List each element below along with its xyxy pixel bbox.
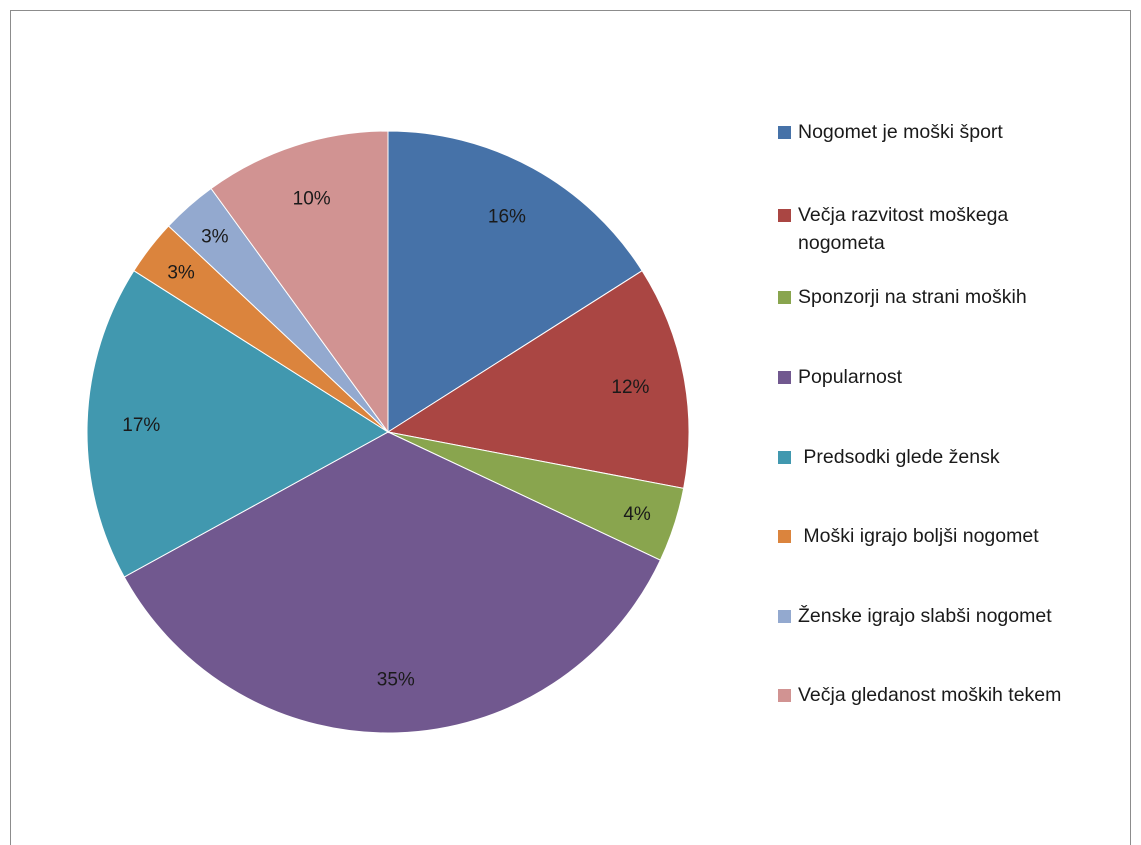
legend-label: Nogomet je moški šport: [798, 121, 1003, 143]
legend-item-moski-igrajo: Moški igrajo boljši nogomet: [778, 522, 1128, 550]
pie-slice-vecja-gledanost-moskih-tekem: [210, 130, 389, 434]
legend-item-zenske-igrajo: Ženske igrajo slabši nogomet: [778, 602, 1128, 630]
data-label-moski-igrajo-boljsi-nogomet: 3%: [167, 263, 195, 284]
legend-item-predsodki: Predsodki glede žensk: [778, 443, 1128, 471]
legend-label: Ženske igrajo slabši nogomet: [798, 605, 1052, 627]
legend-swatch: [778, 610, 791, 623]
legend-swatch: [778, 291, 791, 304]
data-label-vecja-razvitost-moskega-nogometa: 12%: [611, 377, 649, 398]
data-label-zenske-igrajo-slabsi-nogomet: 3%: [201, 227, 229, 248]
legend-label: Večja razvitost moškega nogometa: [798, 204, 1009, 254]
pie-slices: [86, 130, 690, 734]
pie-slice-nogomet-je-moski-sport: [387, 130, 643, 433]
legend-swatch: [778, 451, 791, 464]
legend-swatch: [778, 530, 791, 543]
legend-item-vecja-gledanost: Večja gledanost moških tekem: [778, 681, 1128, 709]
legend-swatch: [778, 371, 791, 384]
legend-label: Večja gledanost moških tekem: [798, 684, 1062, 706]
legend-item-popularnost: Popularnost: [778, 363, 1128, 391]
data-label-nogomet-je-moski-sport: 16%: [488, 207, 526, 228]
legend-item-nogomet-je-moski-sport: Nogomet je moški šport: [778, 118, 1128, 146]
legend-label: Sponzorji na strani moških: [798, 286, 1027, 308]
legend-swatch: [778, 689, 791, 702]
data-label-vecja-gledanost-moskih-tekem: 10%: [293, 188, 331, 209]
legend-label: Popularnost: [798, 366, 903, 388]
data-label-predsodki-glede-zensk: 17%: [122, 415, 160, 436]
pie-slice-vecja-razvitost-moskega-nogometa: [386, 270, 690, 489]
legend-label: Moški igrajo boljši nogomet: [798, 525, 1039, 547]
pie-slice-predsodki-glede-zensk: [86, 270, 389, 578]
data-label-sponzorji-na-strani-moskih: 4%: [623, 504, 651, 525]
pie-labels: 16% 12% 4% 35% 17% 3% 3% 10%: [122, 188, 651, 690]
pie-slice-popularnost: [123, 431, 662, 734]
legend-swatch: [778, 126, 791, 139]
legend-label: Predsodki glede žensk: [798, 446, 1000, 468]
legend-item-sponzorji: Sponzorji na strani moških: [778, 283, 1128, 311]
legend-swatch: [778, 209, 791, 222]
legend-item-vecja-razvitost: Večja razvitost moškega nogometa: [778, 201, 1098, 257]
data-label-popularnost: 35%: [377, 670, 415, 691]
